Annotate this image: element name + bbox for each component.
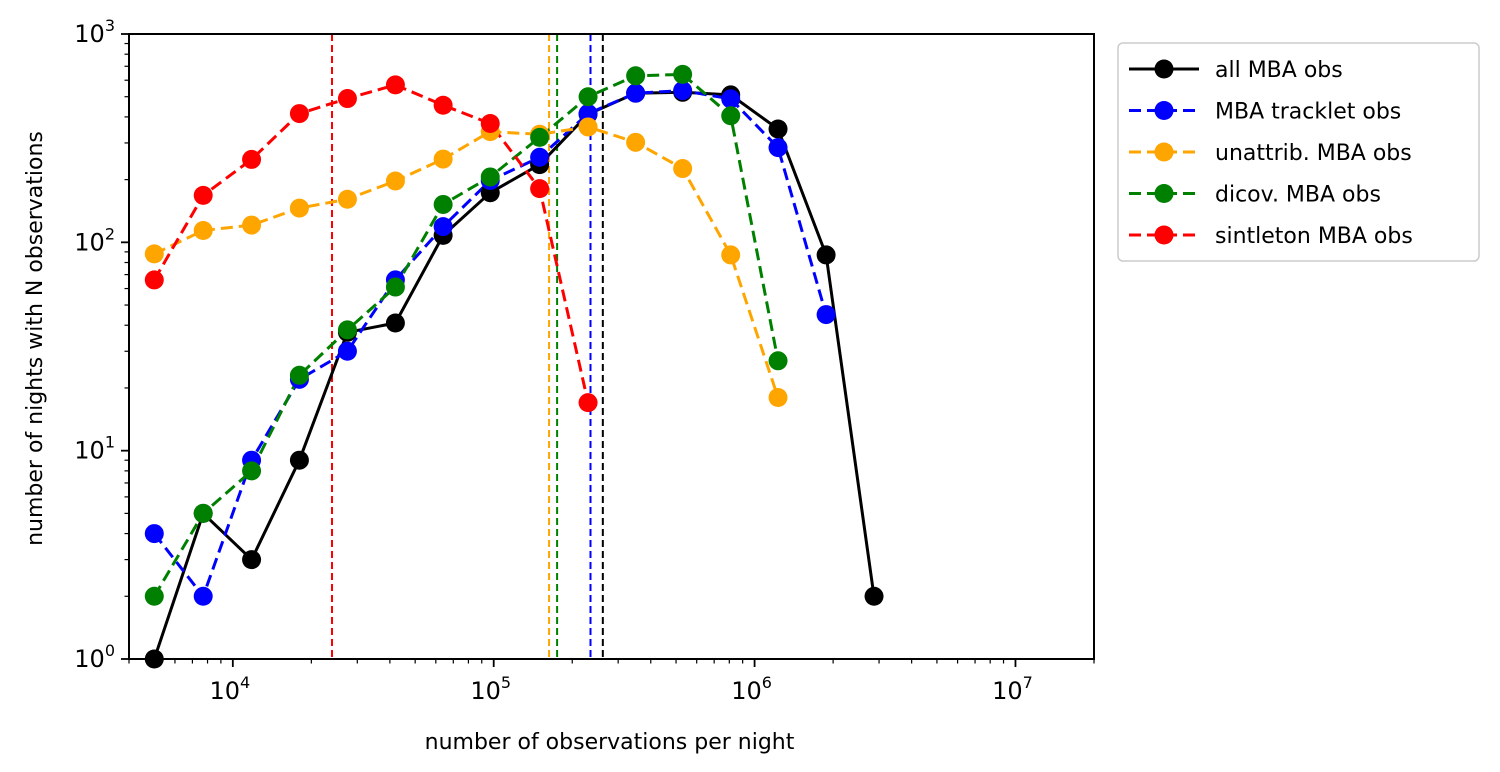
- series-line-4: [153, 83, 590, 404]
- point-s3-5: [385, 277, 405, 297]
- point-s3-8: [530, 127, 550, 147]
- y-tick-label-2: 102: [74, 224, 115, 256]
- series-line-0: [152, 90, 876, 659]
- point-s2-3: [289, 198, 309, 218]
- y-axis: 100 101 102 103: [74, 16, 129, 673]
- point-s4-9: [578, 393, 598, 413]
- point-s2-4: [337, 189, 357, 209]
- y-axis-label: number of nights with N observations: [23, 131, 48, 546]
- point-s3-11: [673, 64, 693, 84]
- point-s1-4: [337, 341, 357, 361]
- legend-marker-4: [1154, 225, 1174, 245]
- point-s2-2: [242, 215, 262, 235]
- point-s1-10: [626, 83, 646, 103]
- point-s0-2: [242, 550, 262, 570]
- legend-box: [1117, 42, 1480, 262]
- point-s2-11: [673, 159, 693, 179]
- point-s0-14: [816, 245, 836, 265]
- point-s0-3: [289, 450, 309, 470]
- point-s4-5: [385, 75, 405, 95]
- plot-frame: [128, 33, 1095, 660]
- point-s2-13: [768, 387, 788, 407]
- legend-label-3: dicov. MBA obs: [1215, 183, 1381, 208]
- point-s2-10: [626, 132, 646, 152]
- point-s1-1: [193, 586, 213, 606]
- legend-marker-2: [1154, 142, 1174, 162]
- point-s4-0: [144, 270, 164, 290]
- point-s4-8: [530, 179, 550, 199]
- point-s2-5: [385, 171, 405, 191]
- point-s3-4: [337, 320, 357, 340]
- point-s1-12: [721, 89, 741, 109]
- point-s4-1: [193, 185, 213, 205]
- x-axis-label: number of observations per night: [425, 730, 795, 755]
- point-s3-0: [144, 586, 164, 606]
- point-s4-6: [433, 95, 453, 115]
- point-s3-1: [193, 503, 213, 523]
- point-s2-6: [433, 149, 453, 169]
- legend-marker-3: [1154, 184, 1174, 203]
- legend-label-0: all MBA obs: [1215, 58, 1343, 83]
- point-s3-9: [578, 87, 598, 107]
- y-tick-label-3: 103: [74, 16, 115, 48]
- legend-label-1: MBA tracklet obs: [1215, 100, 1401, 125]
- point-s1-14: [816, 305, 836, 325]
- point-s1-8: [530, 147, 550, 167]
- x-tick-label-2: 106: [731, 673, 772, 705]
- y-tick-label-1: 101: [74, 433, 115, 465]
- point-s1-11: [673, 81, 693, 101]
- point-s3-2: [242, 461, 262, 481]
- legend-marker-1: [1154, 101, 1174, 120]
- point-s3-12: [721, 106, 741, 126]
- legend-label-4: sintleton MBA obs: [1215, 224, 1413, 249]
- x-tick-label-1: 105: [470, 673, 511, 705]
- point-s3-10: [626, 66, 646, 86]
- y-tick-label-0: 100: [74, 641, 115, 673]
- x-tick-label-3: 107: [992, 673, 1033, 705]
- point-s1-0: [144, 524, 164, 544]
- point-s2-0: [144, 244, 164, 264]
- point-s1-13: [768, 138, 788, 158]
- point-s2-12: [721, 245, 741, 265]
- point-s0-5: [385, 313, 405, 333]
- point-s3-3: [289, 365, 309, 385]
- point-s4-4: [337, 89, 357, 109]
- legend: all MBA obs MBA tracklet obs unattrib. MBA…: [1117, 42, 1480, 262]
- point-s3-6: [433, 194, 453, 214]
- point-s4-2: [242, 149, 262, 169]
- x-tick-label-0: 104: [209, 673, 250, 705]
- point-s3-13: [768, 351, 788, 371]
- point-s4-3: [289, 104, 309, 124]
- plot-content: [144, 34, 884, 669]
- point-s1-9: [578, 104, 598, 124]
- point-s3-7: [480, 167, 500, 187]
- point-s1-6: [433, 217, 453, 237]
- legend-marker-0: [1154, 59, 1174, 79]
- point-s2-1: [193, 220, 213, 240]
- point-s0-15: [864, 586, 884, 606]
- point-s2-9: [578, 117, 598, 137]
- x-axis: 104 105 106 107: [128, 659, 1095, 705]
- point-s0-13: [768, 119, 788, 139]
- point-s4-7: [480, 113, 500, 133]
- legend-label-2: unattrib. MBA obs: [1215, 141, 1412, 166]
